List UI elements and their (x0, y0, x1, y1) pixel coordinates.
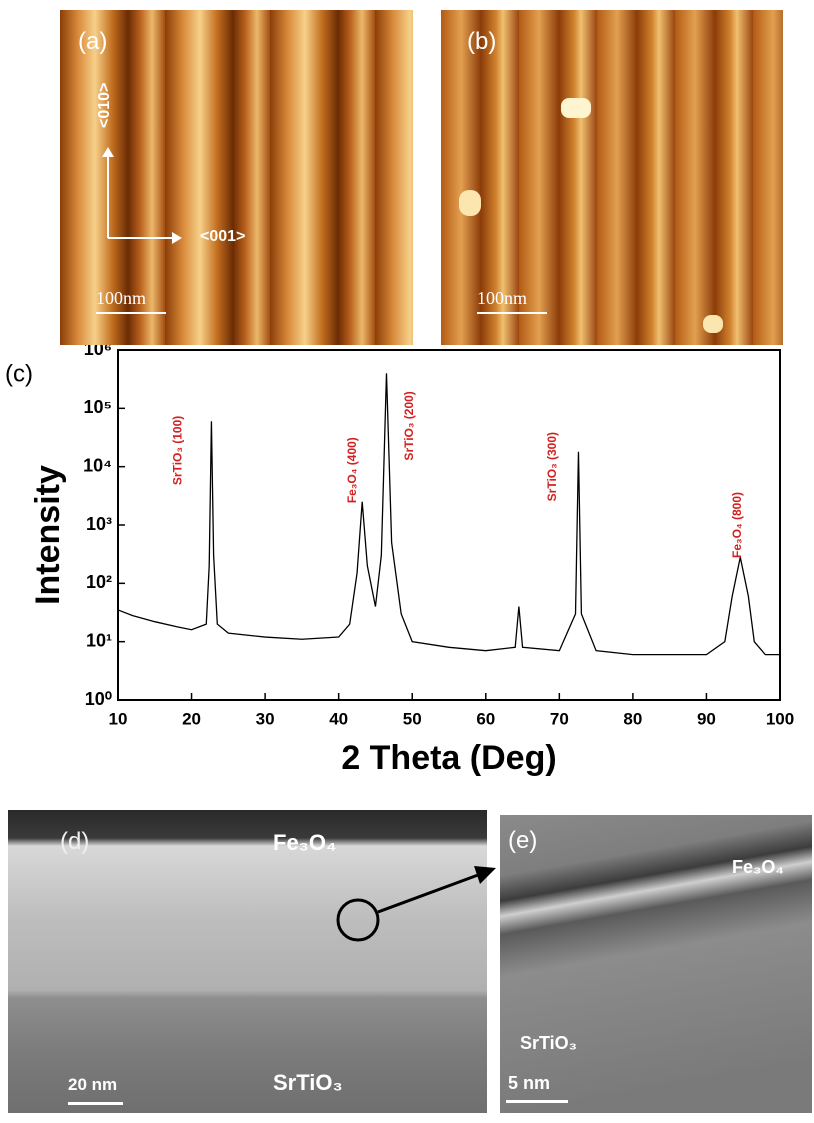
scale-bar (96, 312, 166, 314)
x-tick-label: 90 (697, 709, 716, 728)
scale-bar (506, 1100, 568, 1103)
panel-label: (c) (5, 360, 33, 387)
panel-label: (a) (78, 28, 108, 55)
peak-label: SrTiO₃ (300) (545, 432, 559, 501)
x-tick-label: 20 (182, 709, 201, 728)
chart: (c) 10 20 30 40 50 60 70 80 90 100 10⁰ 10¹ 10² 10³ 10⁴ 1… (5, 345, 794, 777)
y-tick-label: 10⁶ (84, 345, 112, 359)
substrate-label: SrTiO₃ (273, 1070, 343, 1095)
scale-bar (477, 312, 547, 314)
peak-label: SrTiO₃ (200) (402, 391, 416, 460)
film-label: Fe₃O₄ (732, 857, 784, 877)
y-tick-label: 10¹ (86, 630, 112, 650)
x-tick-label: 80 (623, 709, 642, 728)
peak-label: Fe₃O₄ (400) (345, 437, 359, 503)
x-tick-label: 40 (329, 709, 348, 728)
spectrum-line (117, 373, 780, 656)
x-tick-label: 70 (550, 709, 569, 728)
y-axis-label: Intensity (29, 465, 67, 605)
tem-image-e: (e) Fe₃O₄ SrTiO₃ 5 nm (500, 815, 812, 1113)
panel-label: (e) (508, 827, 538, 854)
y-tick-label: 10⁴ (83, 455, 112, 475)
scale-bar-label: 20 nm (68, 1075, 118, 1094)
axis-label: <010> (96, 82, 113, 128)
scale-bar-label: 100nm (477, 288, 528, 308)
axis-label: <001> (200, 228, 246, 245)
peak-label: Fe₃O₄ (800) (730, 492, 744, 558)
x-tick-label: 10 (109, 709, 128, 728)
y-tick-label: 10⁵ (84, 397, 112, 417)
y-tick-label: 10⁰ (85, 689, 112, 709)
afm-image-b: (b) 100nm (441, 10, 783, 345)
panel-label: (d) (60, 828, 90, 855)
afm-image-a: (a) <010> <001> 100nm (60, 10, 413, 345)
substrate-label: SrTiO₃ (520, 1033, 578, 1053)
tem-image-d: (d) Fe₃O₄ SrTiO₃ 20 nm (8, 810, 487, 1113)
peak-label: SrTiO₃ (100) (170, 416, 184, 485)
y-tick-label: 10² (86, 572, 112, 592)
y-tick-label: 10³ (86, 514, 112, 534)
x-axis-label: 2 Theta (Deg) (341, 739, 556, 777)
x-tick-label: 100 (766, 709, 794, 728)
x-tick-label: 50 (403, 709, 422, 728)
axes-arrows (102, 147, 182, 244)
x-tick-label: 60 (476, 709, 495, 728)
film-label: Fe₃O₄ (273, 830, 337, 855)
scale-bar-label: 5 nm (508, 1073, 551, 1093)
scale-bar-label: 100nm (96, 288, 147, 308)
scale-bar (68, 1102, 123, 1105)
x-tick-label: 30 (256, 709, 275, 728)
panel-label: (b) (467, 28, 497, 55)
